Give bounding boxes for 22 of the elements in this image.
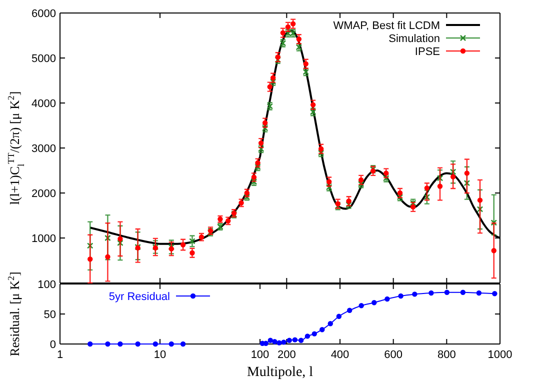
- x-tick-label: 1: [56, 349, 64, 361]
- y-tick-label: 5000: [32, 53, 56, 65]
- x-tick-label: 200: [277, 349, 296, 361]
- x-tick-label: 10: [154, 349, 166, 361]
- x-tick-label: 100: [250, 349, 270, 361]
- y-tick-label: 2000: [32, 188, 56, 200]
- legend-label: 5yr Residual: [108, 291, 170, 303]
- y-tick-label: 4000: [32, 98, 56, 110]
- y-tick-label: 0: [50, 339, 56, 351]
- legend-label: Simulation: [388, 33, 440, 45]
- y-tick-label: 3000: [32, 143, 56, 155]
- legend-label: WMAP, Best fit LCDM: [333, 20, 440, 32]
- y-tick-label: 6000: [32, 8, 56, 20]
- x-axis-title: Multipole, l: [246, 365, 314, 380]
- x-tick-label: 800: [437, 349, 456, 361]
- y-tick-label: 100: [38, 279, 56, 291]
- x-tick-label: 600: [384, 349, 403, 361]
- x-tick-label: 1000: [488, 349, 512, 361]
- x-tick-label: 400: [330, 349, 350, 361]
- y-tick-label: 50: [44, 309, 56, 321]
- legend-label: IPSE: [414, 46, 440, 58]
- y-tick-label: 1000: [32, 233, 56, 245]
